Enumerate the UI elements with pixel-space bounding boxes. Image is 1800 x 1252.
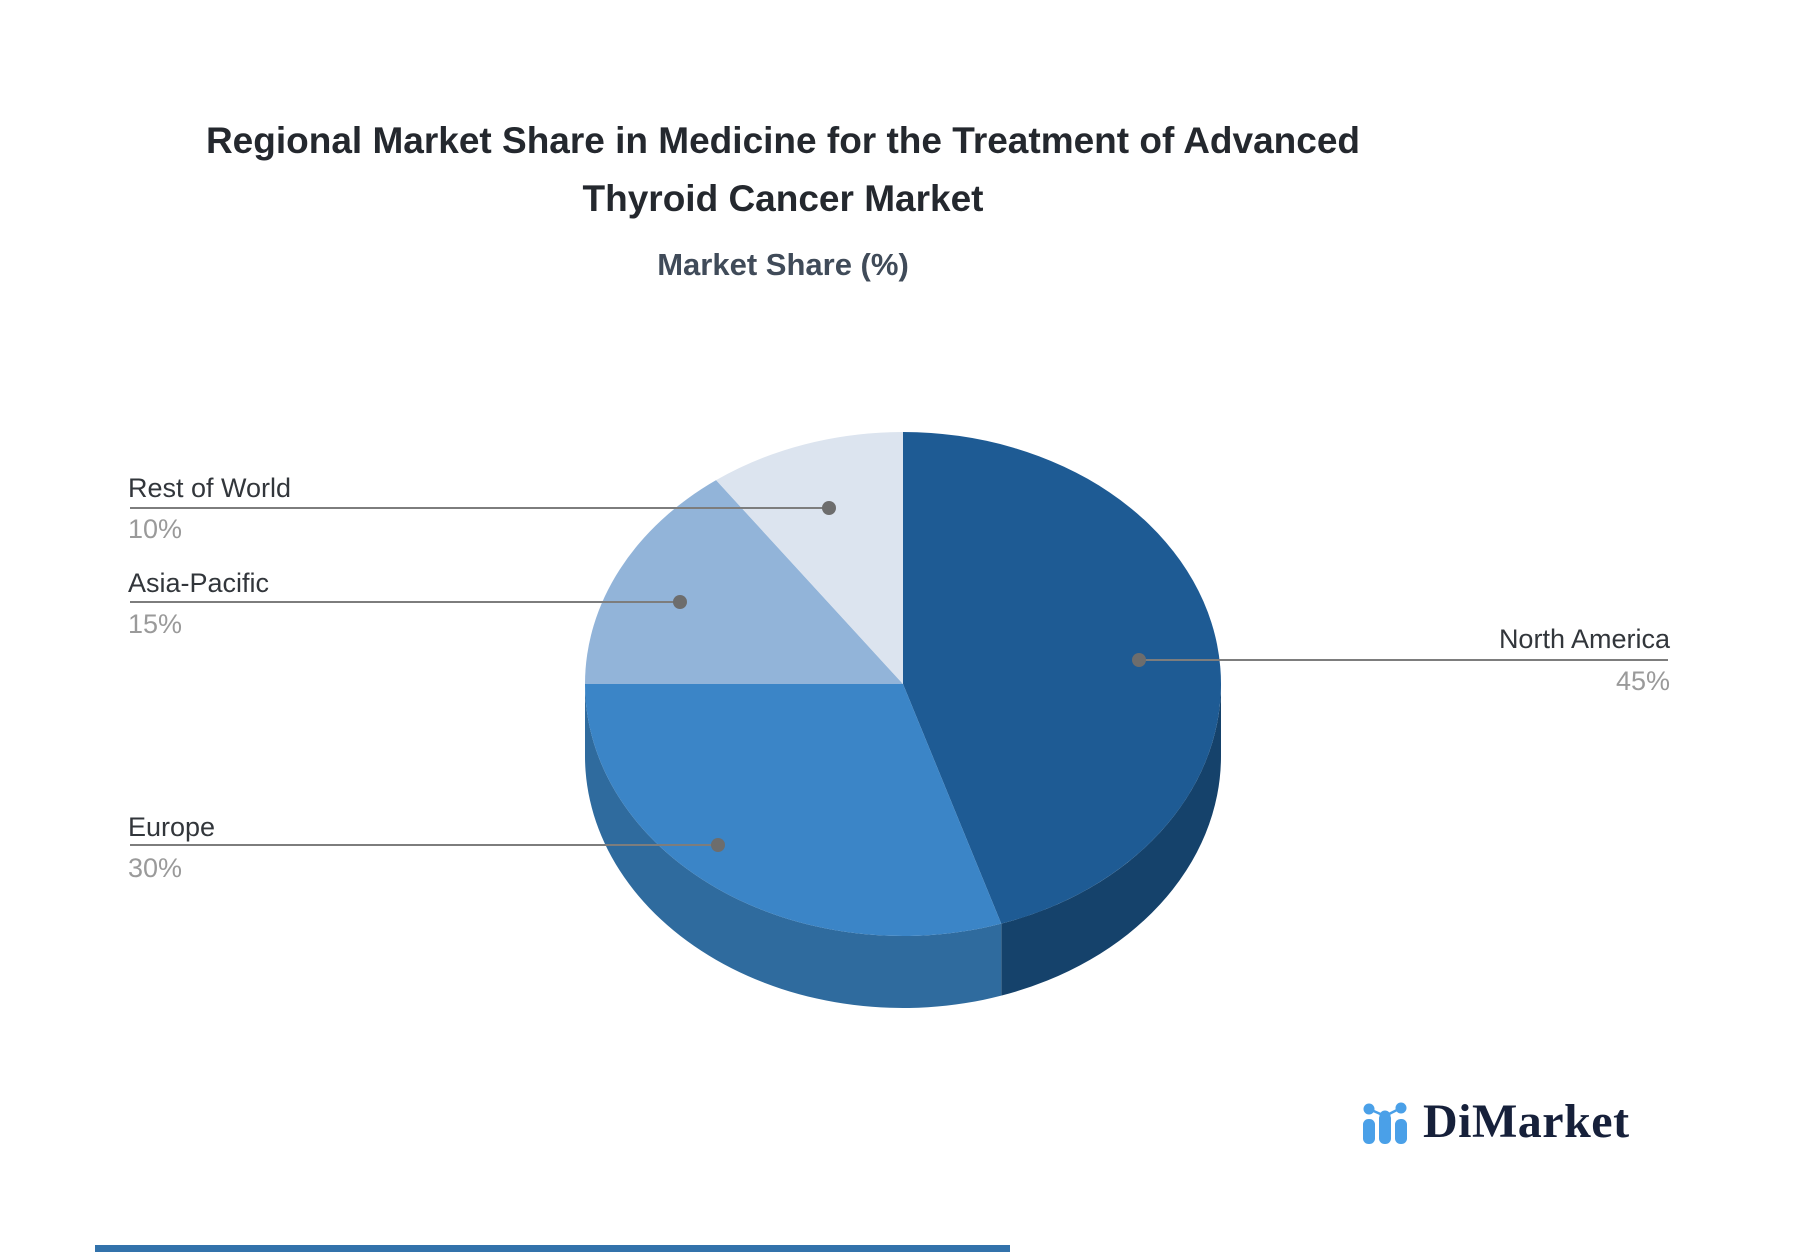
slice-pct-asia-pacific: 15% [128,609,182,639]
slice-label-europe: Europe [128,812,215,842]
logo-dot-1 [1363,1103,1375,1115]
leader-dot-europe [711,838,725,852]
leader-dot-asia-pacific [673,595,687,609]
pie-slice-europe[interactable] [585,684,1002,937]
chart-title: Regional Market Share in Medicine for th… [205,120,1361,219]
pie-slice-north-america[interactable] [903,431,1222,924]
bar-line-chart-icon [1363,1102,1407,1144]
logo-dot-2 [1379,1110,1391,1122]
logo-bar-2 [1379,1113,1391,1144]
slice-label-north-america: North America [1499,624,1671,654]
chart-subtitle: Market Share (%) [657,247,909,282]
logo-dot-3 [1395,1102,1407,1114]
brand-logo-text: DiMarket [1423,1095,1630,1148]
leader-dot-rest-of-world [822,501,836,515]
leader-dot-north-america [1132,653,1146,667]
logo-bar-1 [1363,1119,1375,1144]
bottom-accent-bar [95,1245,1010,1252]
logo-bar-3 [1395,1119,1407,1144]
brand-logo: DiMarket [1362,1095,1630,1148]
pie-slice-rest-of-world[interactable] [716,432,903,684]
slice-pct-europe: 30% [128,853,182,883]
pie-slice-asia-pacific[interactable] [585,480,903,684]
slice-pct-north-america: 45% [1616,666,1670,696]
slice-label-rest-of-world: Rest of World [128,473,291,503]
pie-side-north-america [1001,684,1221,996]
slice-pct-rest-of-world: 10% [128,514,182,544]
pie-side-europe [585,684,1002,1008]
slice-label-asia-pacific: Asia-Pacific [128,568,269,598]
